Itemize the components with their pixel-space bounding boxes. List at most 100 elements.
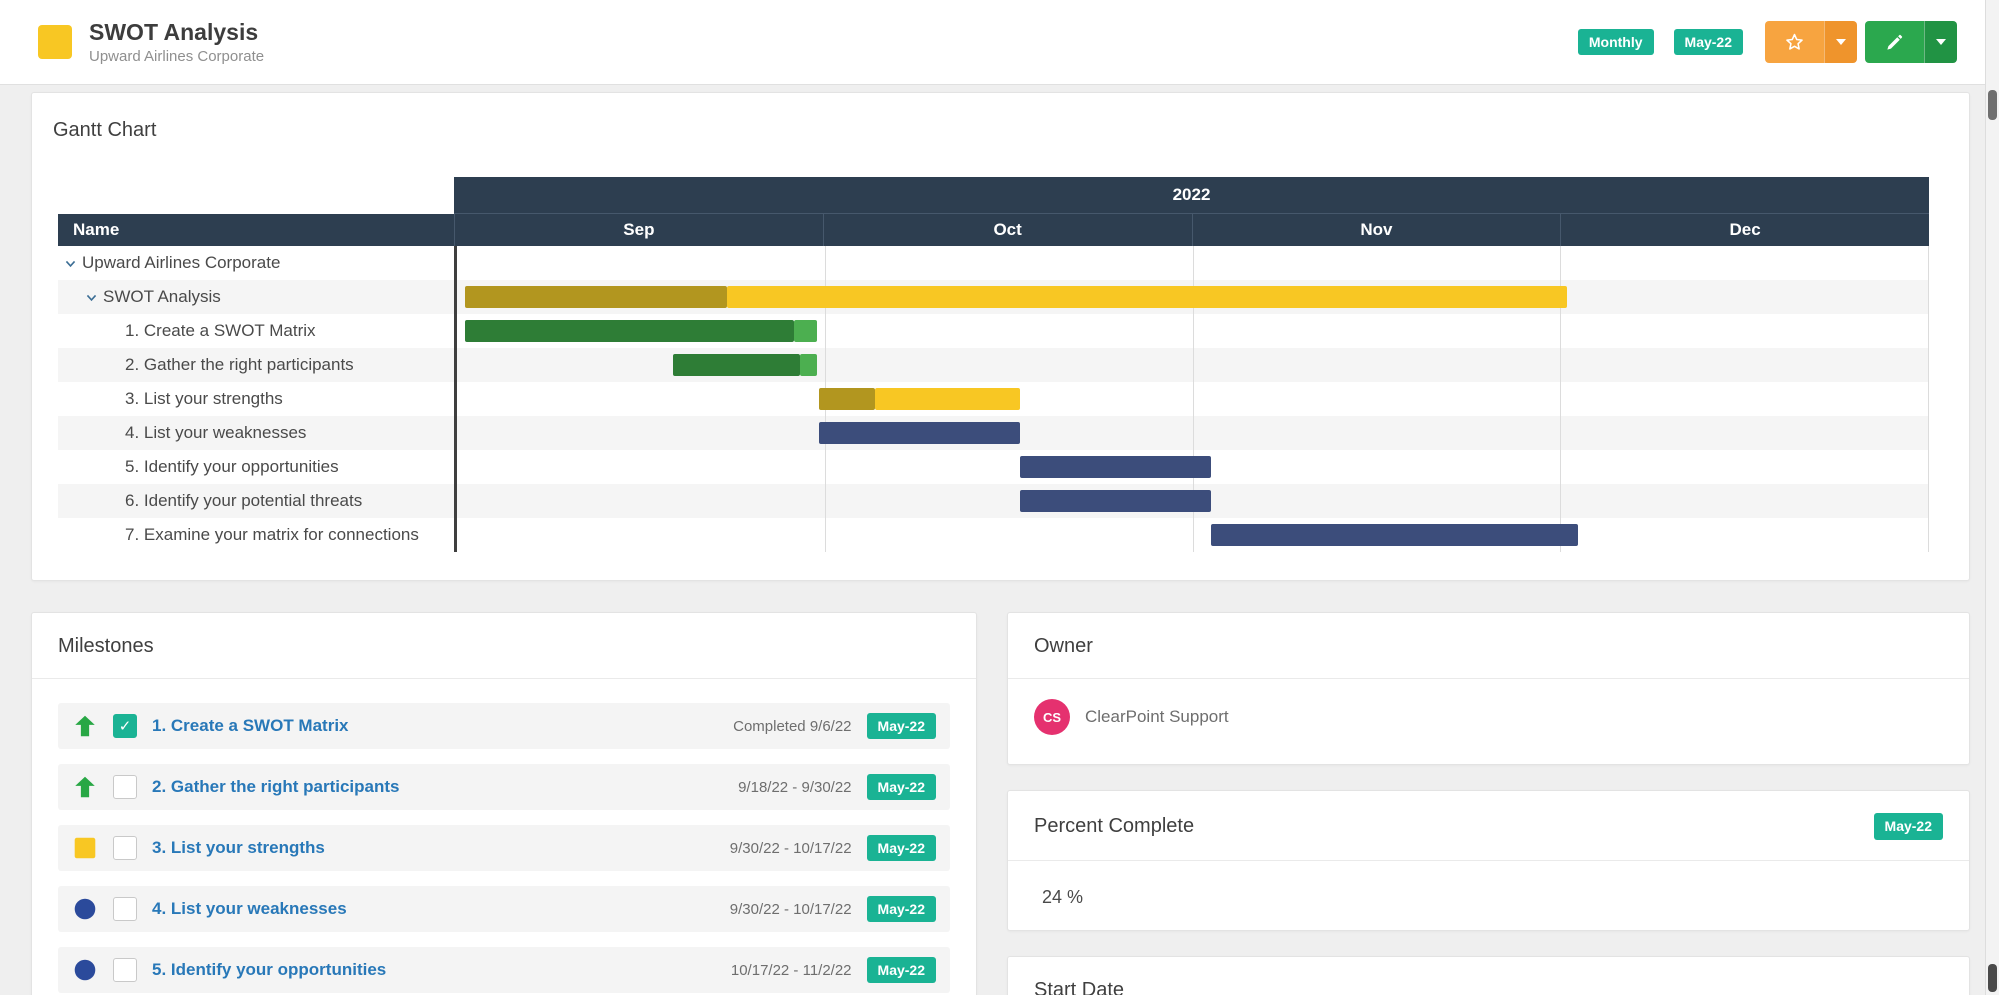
chevron-down-icon[interactable] [85, 291, 98, 304]
scrollbar-bottom-thumb[interactable] [1988, 964, 1997, 992]
start-date-card: Start Date [1007, 956, 1970, 995]
owner-name: ClearPoint Support [1085, 707, 1229, 726]
milestone-link[interactable]: 5. Identify your opportunities [152, 960, 387, 979]
gantt-row-name[interactable]: 7. Examine your matrix for connections [58, 518, 454, 552]
gantt-bar-segment [800, 354, 817, 376]
gantt-row-label: SWOT Analysis [103, 287, 221, 306]
owner-title: Owner [1034, 635, 1093, 657]
milestone-checkbox[interactable] [113, 775, 137, 799]
circle-icon [72, 957, 98, 983]
gantt-bar-segment [1211, 524, 1578, 546]
milestone-checkbox[interactable] [113, 836, 137, 860]
milestone-link[interactable]: 1. Create a SWOT Matrix [152, 716, 349, 735]
gantt-row: 7. Examine your matrix for connections [58, 518, 1929, 552]
reporting-frequency-badge[interactable]: Monthly [1577, 28, 1654, 56]
circle-icon [72, 896, 98, 922]
gantt-row-timeline [454, 246, 1929, 280]
milestone-link[interactable]: 4. List your weaknesses [152, 899, 347, 918]
owner-body: CS ClearPoint Support [1008, 679, 1969, 755]
milestone-row: 4. List your weaknesses 9/30/22 - 10/17/2… [58, 886, 950, 932]
chevron-down-icon[interactable] [64, 257, 77, 270]
milestone-link[interactable]: 2. Gather the right participants [152, 777, 400, 796]
gantt-bar-segment [1020, 490, 1212, 512]
gantt-row-name[interactable]: SWOT Analysis [58, 280, 454, 314]
gantt-row-name[interactable]: 1. Create a SWOT Matrix [58, 314, 454, 348]
milestone-row: 5. Identify your opportunities 10/17/22 -… [58, 947, 950, 993]
gantt-row: 1. Create a SWOT Matrix [58, 314, 1929, 348]
caret-down-icon [1936, 39, 1946, 45]
gantt-month-header: Dec [1560, 214, 1929, 246]
milestone-date: Completed 9/6/22 [733, 717, 852, 735]
milestone-row: 3. List your strengths 9/30/22 - 10/17/22… [58, 825, 950, 871]
gantt-row-timeline [454, 314, 1929, 348]
gantt-month-header: Sep [454, 214, 823, 246]
star-icon [1784, 32, 1805, 53]
milestone-checkbox[interactable] [113, 897, 137, 921]
gantt-row-timeline [454, 416, 1929, 450]
gantt-row-timeline [454, 450, 1929, 484]
milestone-row: ✓ 1. Create a SWOT Matrix Completed 9/6/22… [58, 703, 950, 749]
percent-period-badge: May-22 [1873, 813, 1943, 840]
gantt-row-label: 3. List your strengths [125, 389, 283, 408]
gantt-row: 2. Gather the right participants [58, 348, 1929, 382]
app-header: SWOT Analysis Upward Airlines Corporate … [0, 0, 1999, 85]
milestone-period-badge: May-22 [866, 773, 936, 801]
gantt-year-spacer [58, 177, 454, 214]
avatar: CS [1034, 699, 1070, 735]
milestone-row: 2. Gather the right participants 9/18/22 … [58, 764, 950, 810]
gantt-row-name[interactable]: 3. List your strengths [58, 382, 454, 416]
gantt-name-header: Name [58, 214, 454, 246]
owner-card: Owner CS ClearPoint Support [1007, 612, 1970, 765]
gantt-row-label: 2. Gather the right participants [125, 355, 354, 374]
gantt-row: 3. List your strengths [58, 382, 1929, 416]
page-title: SWOT Analysis [89, 19, 259, 46]
milestones-title: Milestones [58, 635, 154, 657]
gantt-row-name[interactable]: 2. Gather the right participants [58, 348, 454, 382]
favorite-button[interactable] [1765, 21, 1824, 63]
milestone-checkbox[interactable] [113, 958, 137, 982]
arrow-up-icon [72, 713, 98, 739]
gantt-row-timeline [454, 518, 1929, 552]
gantt-month-headers: Sep Oct Nov Dec [454, 214, 1929, 246]
milestone-date: 10/17/22 - 11/2/22 [730, 961, 852, 979]
gantt-row-label: 6. Identify your potential threats [125, 491, 363, 510]
gantt-chart: 2022 Name Sep Oct Nov Dec Upward Airlines C… [58, 177, 1929, 552]
report-icon [38, 25, 72, 59]
page-subtitle: Upward Airlines Corporate [89, 47, 265, 65]
scrollbar[interactable] [1985, 0, 1999, 995]
header-left: SWOT Analysis Upward Airlines Corporate [38, 19, 265, 65]
milestone-period-badge: May-22 [866, 834, 936, 862]
milestone-checkbox[interactable]: ✓ [113, 714, 137, 738]
header-right: Monthly May-22 [1577, 21, 1957, 63]
current-period-badge[interactable]: May-22 [1673, 28, 1743, 56]
milestone-date: 9/30/22 - 10/17/22 [729, 900, 852, 918]
gantt-row-name[interactable]: 4. List your weaknesses [58, 416, 454, 450]
scrollbar-thumb[interactable] [1988, 90, 1997, 120]
gantt-row-timeline [454, 484, 1929, 518]
edit-button[interactable] [1865, 21, 1924, 63]
milestone-period-badge: May-22 [866, 956, 936, 984]
gantt-bar-segment [819, 388, 876, 410]
favorite-split-button [1765, 21, 1857, 63]
gantt-bar-segment [819, 422, 1021, 444]
favorite-dropdown-button[interactable] [1824, 21, 1857, 63]
square-icon [72, 835, 98, 861]
gantt-row: SWOT Analysis [58, 280, 1929, 314]
edit-split-button [1865, 21, 1957, 63]
header-button-group [1765, 21, 1957, 63]
gantt-row-name[interactable]: 5. Identify your opportunities [58, 450, 454, 484]
milestone-date: 9/30/22 - 10/17/22 [729, 839, 852, 857]
gantt-month-row: Name Sep Oct Nov Dec [58, 214, 1929, 246]
gantt-year-row: 2022 [58, 177, 1929, 214]
gantt-row-timeline [454, 348, 1929, 382]
start-date-header: Start Date [1008, 957, 1969, 995]
gantt-body: Upward Airlines Corporate SWOT Analysis 1.… [58, 246, 1929, 552]
gantt-row-name[interactable]: 6. Identify your potential threats [58, 484, 454, 518]
milestone-link[interactable]: 3. List your strengths [152, 838, 325, 857]
gantt-row-name[interactable]: Upward Airlines Corporate [58, 246, 454, 280]
edit-dropdown-button[interactable] [1924, 21, 1957, 63]
gantt-row: 4. List your weaknesses [58, 416, 1929, 450]
gantt-title: Gantt Chart [53, 119, 157, 141]
milestone-period-badge: May-22 [866, 712, 936, 740]
